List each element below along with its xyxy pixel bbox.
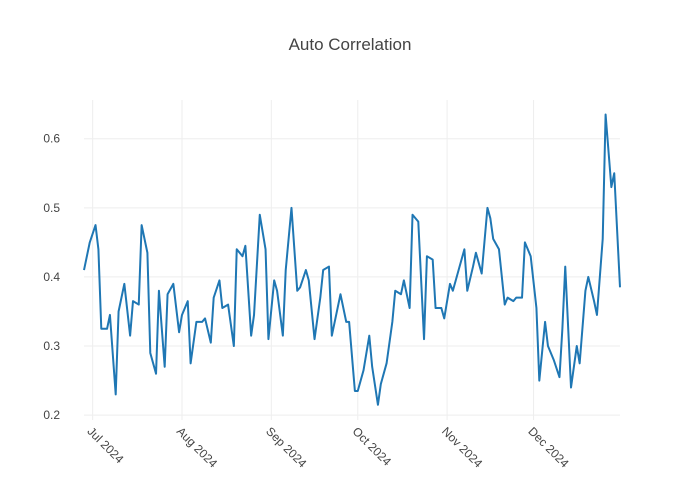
y-tick-label: 0.5	[43, 201, 60, 215]
x-tick-label: Sep 2024	[263, 424, 309, 470]
x-tick-label: Oct 2024	[350, 424, 395, 469]
chart-title: Auto Correlation	[289, 35, 412, 54]
y-tick-label: 0.4	[43, 270, 60, 284]
x-tick-label: Nov 2024	[439, 424, 485, 470]
y-tick-label: 0.6	[43, 132, 60, 146]
x-tick-label: Jul 2024	[85, 424, 127, 466]
y-tick-label: 0.2	[43, 408, 60, 422]
data-line	[83, 113, 621, 406]
x-tick-label: Dec 2024	[525, 424, 571, 470]
x-tick-label: Aug 2024	[174, 424, 220, 470]
y-tick-label: 0.3	[43, 339, 60, 353]
